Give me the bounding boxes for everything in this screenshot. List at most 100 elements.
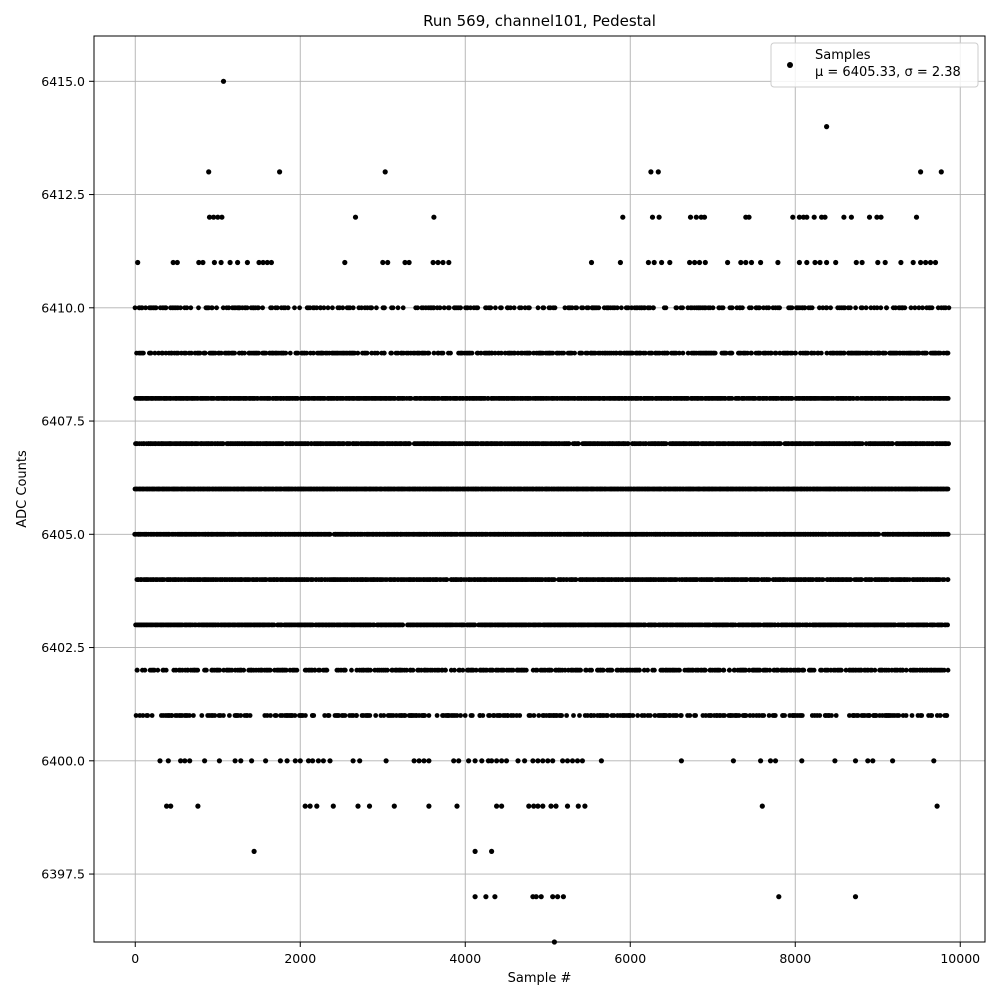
data-point	[267, 667, 273, 673]
data-point	[375, 350, 380, 356]
data-point	[271, 622, 277, 628]
data-point	[625, 441, 631, 447]
data-point	[757, 622, 763, 628]
data-point	[945, 486, 951, 492]
data-point	[818, 350, 824, 356]
data-point	[480, 713, 486, 718]
data-point	[473, 667, 479, 673]
data-point	[434, 713, 440, 718]
data-point	[743, 713, 749, 718]
data-point	[637, 667, 642, 673]
data-point	[155, 667, 161, 673]
data-point	[944, 713, 950, 718]
data-point	[458, 713, 463, 718]
data-point	[472, 622, 478, 628]
data-point	[381, 350, 387, 356]
data-point	[736, 713, 742, 718]
data-point	[400, 622, 406, 628]
data-point	[283, 667, 289, 673]
data-points	[132, 78, 952, 945]
data-point	[142, 667, 148, 673]
data-point	[600, 667, 606, 673]
data-point	[238, 713, 244, 718]
data-point	[591, 713, 597, 718]
data-point	[909, 713, 915, 718]
data-point	[152, 667, 157, 673]
data-point	[452, 667, 457, 673]
data-point	[677, 667, 682, 673]
data-point	[702, 667, 708, 673]
data-point	[342, 713, 348, 718]
data-point	[381, 713, 387, 718]
data-point	[799, 713, 805, 718]
data-point	[946, 441, 951, 447]
data-point	[903, 713, 909, 718]
data-point	[517, 713, 523, 718]
data-point	[490, 667, 496, 673]
data-point	[510, 713, 516, 718]
data-point	[531, 713, 537, 718]
data-point	[746, 667, 752, 673]
data-point	[202, 350, 208, 356]
data-point	[876, 531, 882, 537]
data-point	[680, 350, 686, 356]
data-point	[461, 622, 467, 628]
data-point	[497, 713, 503, 718]
data-point	[609, 667, 615, 673]
data-point	[212, 713, 218, 718]
data-point	[242, 350, 247, 356]
data-point	[410, 667, 416, 673]
data-point	[426, 350, 432, 356]
data-point	[454, 713, 460, 718]
data-point	[199, 713, 205, 718]
data-point	[551, 577, 557, 582]
data-point	[368, 667, 373, 673]
data-point	[241, 667, 247, 673]
data-point	[448, 350, 453, 356]
data-point	[247, 713, 253, 718]
data-point	[355, 350, 361, 356]
data-point	[469, 350, 475, 356]
data-point	[367, 713, 373, 718]
data-point	[811, 667, 817, 673]
data-point	[896, 713, 902, 718]
data-point	[642, 713, 647, 718]
data-point	[945, 396, 951, 401]
data-point	[641, 667, 647, 673]
data-point	[169, 713, 175, 718]
data-point	[303, 713, 308, 718]
data-point	[642, 622, 648, 628]
data-point	[385, 667, 390, 673]
data-point	[872, 667, 878, 673]
data-point	[578, 667, 583, 673]
data-point	[843, 667, 849, 673]
data-point	[945, 667, 951, 673]
data-point	[404, 667, 409, 673]
data-point	[855, 713, 861, 718]
data-point	[187, 713, 192, 718]
data-point	[772, 713, 778, 718]
data-point	[687, 713, 693, 718]
data-point	[342, 667, 348, 673]
data-point	[141, 350, 146, 356]
data-point	[801, 667, 807, 673]
data-point	[232, 350, 238, 356]
data-point	[536, 713, 542, 718]
data-point	[750, 713, 756, 718]
data-point	[273, 713, 279, 718]
data-point	[354, 713, 359, 718]
data-point	[584, 667, 589, 673]
data-point	[561, 350, 567, 356]
data-point	[645, 667, 650, 673]
data-point	[364, 350, 370, 356]
data-point	[294, 667, 300, 673]
data-point	[611, 713, 617, 718]
data-point	[869, 577, 875, 582]
data-point	[647, 713, 653, 718]
data-point	[766, 713, 772, 718]
data-point	[848, 577, 854, 582]
data-point	[829, 713, 834, 718]
data-point	[460, 667, 466, 673]
data-point	[605, 713, 610, 718]
